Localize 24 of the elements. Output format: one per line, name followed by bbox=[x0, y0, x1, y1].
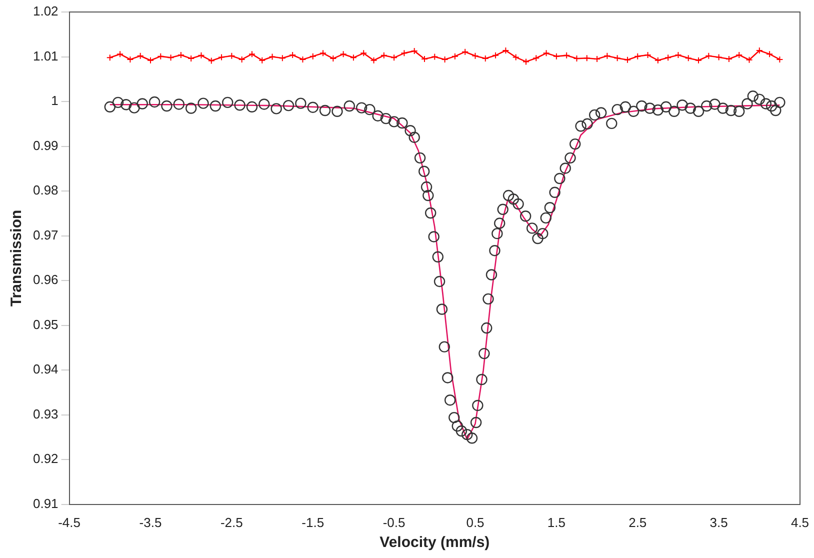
x-tick-label: -4.5 bbox=[58, 514, 81, 530]
x-tick-label: -3.5 bbox=[139, 514, 162, 530]
y-tick-label: 0.96 bbox=[32, 272, 58, 288]
x-tick-label: -1.5 bbox=[302, 514, 324, 530]
y-tick-label: 1.02 bbox=[32, 4, 58, 19]
x-tick-label: 0.5 bbox=[466, 514, 484, 530]
x-tick-label: 4.5 bbox=[790, 514, 810, 530]
y-tick-label: 0.99 bbox=[32, 138, 58, 153]
x-tick-label: -0.5 bbox=[382, 514, 406, 530]
y-tick-label: 0.92 bbox=[32, 451, 58, 466]
x-tick-label: 2.5 bbox=[628, 514, 647, 530]
y-axis-title: Transmission bbox=[8, 210, 26, 307]
x-tick-label: 1.5 bbox=[547, 514, 566, 530]
y-tick-label: 0.91 bbox=[32, 496, 58, 511]
y-tick-label: 0.98 bbox=[32, 182, 58, 198]
y-tick-label: 1 bbox=[51, 93, 58, 108]
y-tick-label: 0.97 bbox=[32, 227, 58, 242]
y-tick-label: 0.94 bbox=[32, 362, 58, 377]
x-tick-label: -2.5 bbox=[220, 514, 243, 530]
y-tick-label: 0.93 bbox=[32, 406, 58, 422]
x-axis-title: Velocity (mm/s) bbox=[380, 534, 490, 552]
y-tick-label: 0.95 bbox=[32, 316, 58, 332]
x-tick-label: 3.5 bbox=[710, 514, 728, 530]
y-tick-label: 1.01 bbox=[32, 48, 58, 64]
